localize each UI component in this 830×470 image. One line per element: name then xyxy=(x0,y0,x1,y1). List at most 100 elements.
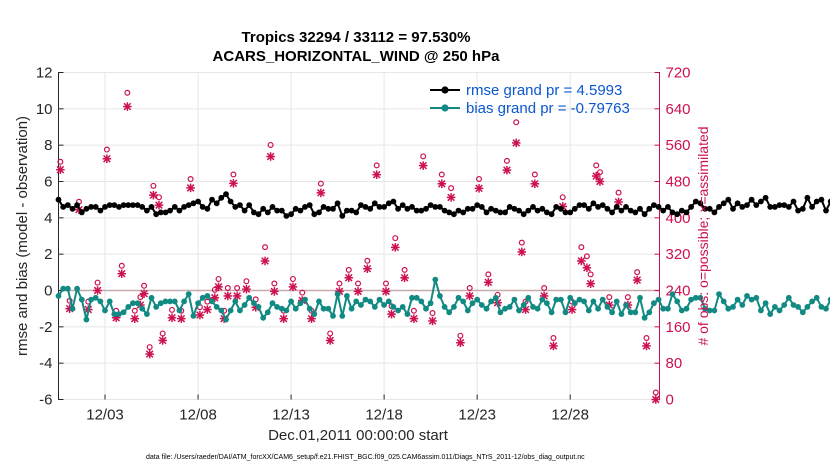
rmse-point xyxy=(404,205,411,212)
rmse-point xyxy=(413,207,420,214)
bias-point xyxy=(585,307,592,314)
rmse-point xyxy=(83,205,90,212)
bias-point xyxy=(758,307,764,314)
obs-possible-marker xyxy=(262,244,269,251)
obs-assimilated-marker xyxy=(232,291,242,301)
rmse-point xyxy=(237,202,243,209)
rmse-point xyxy=(297,207,304,214)
rmse-point xyxy=(381,204,387,210)
obs-assimilated-marker xyxy=(177,314,186,323)
rmse-point xyxy=(330,205,336,212)
bias-point xyxy=(590,298,597,305)
obs-assimilated-marker xyxy=(530,179,540,189)
rmse-point xyxy=(204,205,211,212)
bias-point xyxy=(516,307,522,314)
bias-point xyxy=(562,309,569,316)
rmse-point xyxy=(195,198,202,205)
obs-possible-marker xyxy=(392,235,399,242)
obs-possible-marker xyxy=(155,194,162,201)
obs-possible-marker xyxy=(559,194,566,201)
obs-assimilated-marker xyxy=(409,314,419,323)
rmse-point xyxy=(88,204,94,210)
obs-possible-marker xyxy=(448,185,455,192)
x-tick-label: 12/03 xyxy=(86,407,124,424)
obs-possible-marker xyxy=(634,269,641,276)
rmse-point xyxy=(827,198,830,205)
bias-point xyxy=(348,305,355,312)
rmse-point xyxy=(571,205,578,212)
bias-point xyxy=(692,294,699,301)
rmse-point xyxy=(660,207,667,214)
bias-point xyxy=(157,300,164,307)
rmse-point xyxy=(218,194,225,201)
rmse-point xyxy=(702,205,708,212)
rmse-point xyxy=(730,205,736,212)
bias-point xyxy=(176,307,183,314)
legend-rmse-label: rmse grand pr = 4.5993 xyxy=(466,82,622,99)
bias-point xyxy=(418,298,425,305)
obs-assimilated-marker xyxy=(195,310,205,320)
rmse-point xyxy=(464,205,471,212)
rmse-point xyxy=(595,204,601,210)
obs-possible-marker xyxy=(429,310,436,317)
obs-possible-marker xyxy=(587,271,594,278)
rmse-point xyxy=(427,202,434,209)
obs-assimilated-marker xyxy=(446,193,456,202)
bias-point xyxy=(111,311,118,317)
bias-point xyxy=(827,296,830,303)
bias-point xyxy=(609,309,615,316)
bias-point xyxy=(804,304,811,310)
rmse-point xyxy=(251,209,257,216)
rmse-point xyxy=(823,207,829,214)
bias-point xyxy=(720,298,727,305)
obs-possible-marker xyxy=(382,280,389,287)
rmse-point xyxy=(688,204,694,210)
bias-point xyxy=(702,305,708,312)
y-tick-label: 8 xyxy=(44,137,52,154)
y-right-tick-label: 240 xyxy=(666,283,691,300)
obs-possible-marker xyxy=(364,257,371,264)
obs-assimilated-marker xyxy=(595,177,605,186)
obs-possible-marker xyxy=(187,176,194,183)
rmse-point xyxy=(120,202,127,209)
rmse-point xyxy=(683,209,690,216)
rmse-point xyxy=(548,211,555,218)
chart-title-line2: ACARS_HORIZONTAL_WIND @ 250 hPa xyxy=(213,48,501,65)
obs-assimilated-marker xyxy=(203,305,212,314)
rmse-point xyxy=(92,204,99,210)
legend: rmse grand pr = 4.5993 bias grand pr = -… xyxy=(430,82,630,117)
obs-possible-marker xyxy=(317,180,324,187)
bias-point xyxy=(306,305,313,312)
obs-assimilated-marker xyxy=(642,341,651,351)
bias-point xyxy=(469,300,476,307)
rmse-point xyxy=(292,205,299,212)
bias-point xyxy=(739,302,746,308)
bias-point xyxy=(130,300,136,307)
obs-assimilated-marker xyxy=(210,293,220,303)
obs-assimilated-marker xyxy=(381,287,391,296)
bias-point xyxy=(167,298,174,305)
obs-possible-marker xyxy=(485,271,492,278)
bias-point xyxy=(218,307,225,314)
y-right-tick-label: 160 xyxy=(666,319,691,336)
bias-point xyxy=(344,293,350,299)
rmse-point xyxy=(646,205,653,212)
bias-point xyxy=(120,309,127,316)
bias-point xyxy=(823,305,829,312)
rmse-point xyxy=(809,204,815,210)
obs-possible-marker xyxy=(131,307,138,314)
obs-possible-marker xyxy=(596,169,603,176)
obs-assimilated-marker xyxy=(117,269,127,278)
rmse-point xyxy=(111,202,118,209)
rmse-point xyxy=(255,211,262,218)
x-tick-label: 12/08 xyxy=(179,407,217,424)
obs-assimilated-marker xyxy=(344,273,354,283)
bias-point xyxy=(595,305,601,312)
obs-assimilated-marker xyxy=(387,309,396,319)
bias-point xyxy=(464,307,471,314)
rmse-point xyxy=(609,209,615,216)
obs-assimilated-marker xyxy=(266,152,275,161)
obs-assimilated-marker xyxy=(428,316,437,326)
rmse-point xyxy=(623,204,629,210)
bias-point xyxy=(204,293,211,299)
